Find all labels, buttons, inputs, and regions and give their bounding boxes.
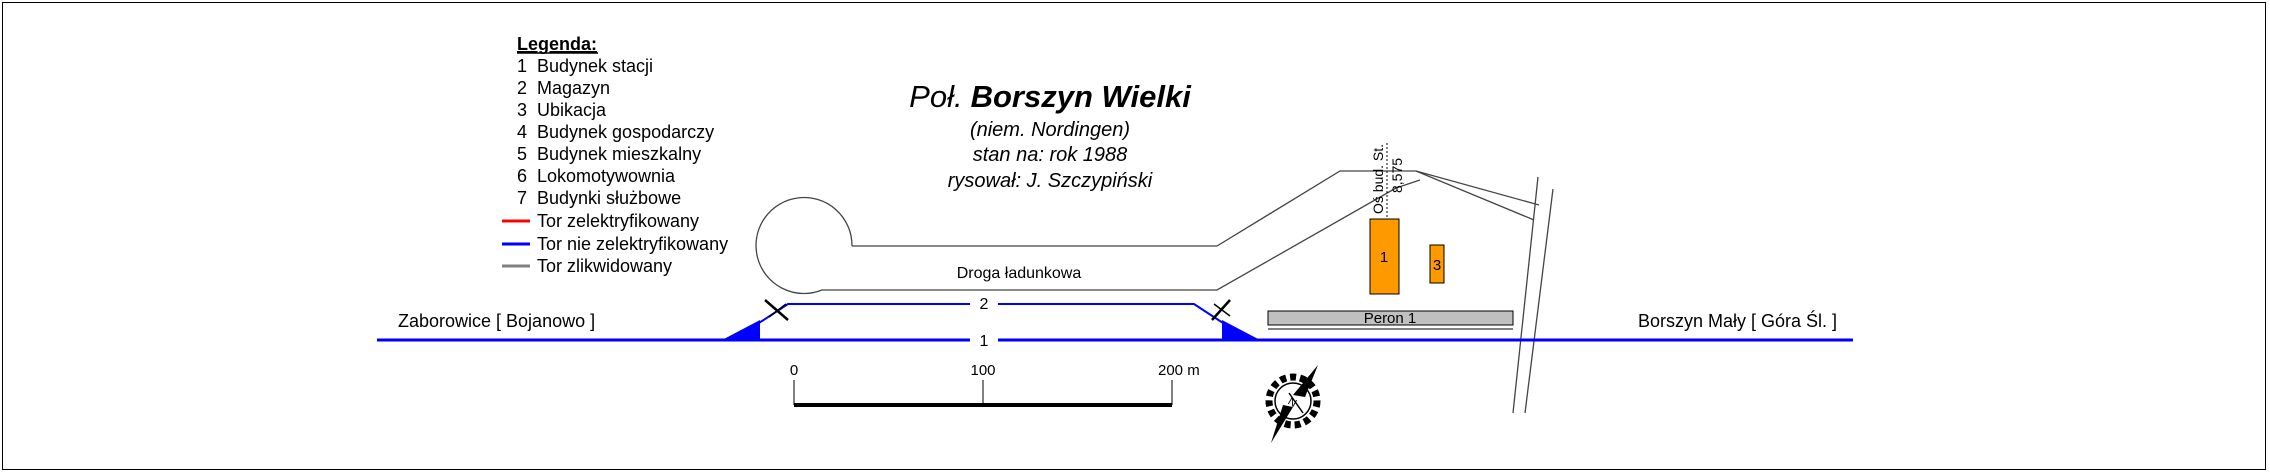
building-1-label: 1 [1380, 249, 1388, 266]
legend-item-num: 5 [517, 144, 527, 164]
legend-item-num: 1 [517, 56, 527, 76]
compass-needle-line [1288, 392, 1304, 414]
track-1-label: 1 [980, 333, 989, 350]
title-block: Poł. Borszyn Wielki (niem. Nordingen) sta… [909, 79, 1192, 192]
legend: Legenda: 1 Budynek stacji 2 Magazyn 3 Ub… [502, 34, 728, 276]
legend-item-label: Lokomotywownia [537, 166, 676, 186]
legend-line-label: Tor zelektryfikowany [537, 211, 699, 231]
road-upper-edge [852, 170, 1535, 247]
track-2-label-bg [970, 296, 998, 312]
legend-item-label: Budynek stacji [537, 56, 653, 76]
station-title-name: Borszyn Wielki [971, 79, 1193, 114]
legend-item-num: 7 [517, 188, 527, 208]
legend-item-label: Ubikacja [537, 100, 607, 120]
side-road-right [1524, 188, 1554, 414]
derailer-left [764, 299, 789, 321]
station-subtitle: (niem. Nordingen) [970, 119, 1130, 141]
direction-right: Borszyn Mały [ Góra Śl. ] [1638, 310, 1837, 331]
road-lower-edge [755, 179, 1421, 295]
axis-label: Oś bud. St. [1370, 144, 1386, 214]
legend-line-label: Tor nie zelektryfikowany [537, 234, 728, 254]
station-title-prefix: Poł. [909, 79, 962, 114]
station-author: rysował: J. Szczypiński [948, 170, 1153, 192]
loading-road [755, 170, 1554, 414]
side-road-left [1512, 176, 1539, 414]
tracks [377, 299, 1853, 342]
building-1-station [1369, 218, 1400, 295]
track-2-label: 2 [980, 296, 989, 313]
legend-line-label: Tor zlikwidowany [537, 256, 672, 276]
direction-left: Zaborowice [ Bojanowo ] [398, 311, 595, 331]
legend-item-num: 2 [517, 78, 527, 98]
legend-item-num: 3 [517, 100, 527, 120]
legend-item-label: Budynek mieszkalny [537, 144, 701, 164]
scale-label: 200 m [1158, 362, 1200, 379]
legend-item-label: Budynki służbowe [537, 188, 681, 208]
scale-bar: 0 100 200 m [790, 362, 1200, 407]
legend-item-label: Budynek gospodarczy [537, 122, 714, 142]
compass-icon: N [1265, 365, 1321, 443]
road-label: Droga ładunkowa [957, 265, 1082, 282]
compass-needle-north [1293, 365, 1318, 397]
legend-item-num: 4 [517, 122, 527, 142]
platform-label: Peron 1 [1364, 310, 1417, 327]
building-3-label: 3 [1433, 257, 1441, 274]
platform-1 [1267, 310, 1514, 326]
legend-title: Legenda: [517, 34, 597, 54]
axis-km-label: 8,575 [1389, 158, 1405, 193]
compass-needle-south [1271, 405, 1293, 443]
scale-label: 0 [790, 362, 798, 379]
building-3-toilet [1429, 244, 1445, 284]
legend-item-num: 6 [517, 166, 527, 186]
station-date: stan na: rok 1988 [973, 144, 1128, 166]
legend-item-label: Magazyn [537, 78, 610, 98]
switch-left [722, 320, 760, 340]
station-title: Poł. Borszyn Wielki [909, 79, 1192, 114]
derailer-left-bar [768, 303, 787, 318]
track-1-label-bg [970, 332, 998, 348]
road-branch [1415, 170, 1540, 206]
switch-right [1222, 320, 1260, 340]
scale-label: 100 [970, 362, 995, 379]
derailer-right-bar [1213, 303, 1231, 317]
